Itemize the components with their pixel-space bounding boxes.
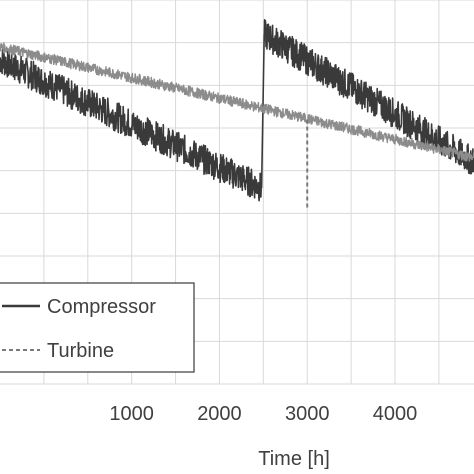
legend-label-turbine: Turbine (47, 340, 114, 362)
x-tick-label: 3000 (285, 403, 330, 425)
legend-label-compressor: Compressor (47, 296, 156, 318)
legend: Compressor Turbine (0, 283, 194, 372)
x-tick-label: 1000 (109, 403, 154, 425)
x-axis-label: Time [h] (258, 448, 330, 470)
x-tick-label: 2000 (197, 403, 242, 425)
x-tick-label: 4000 (373, 403, 418, 425)
